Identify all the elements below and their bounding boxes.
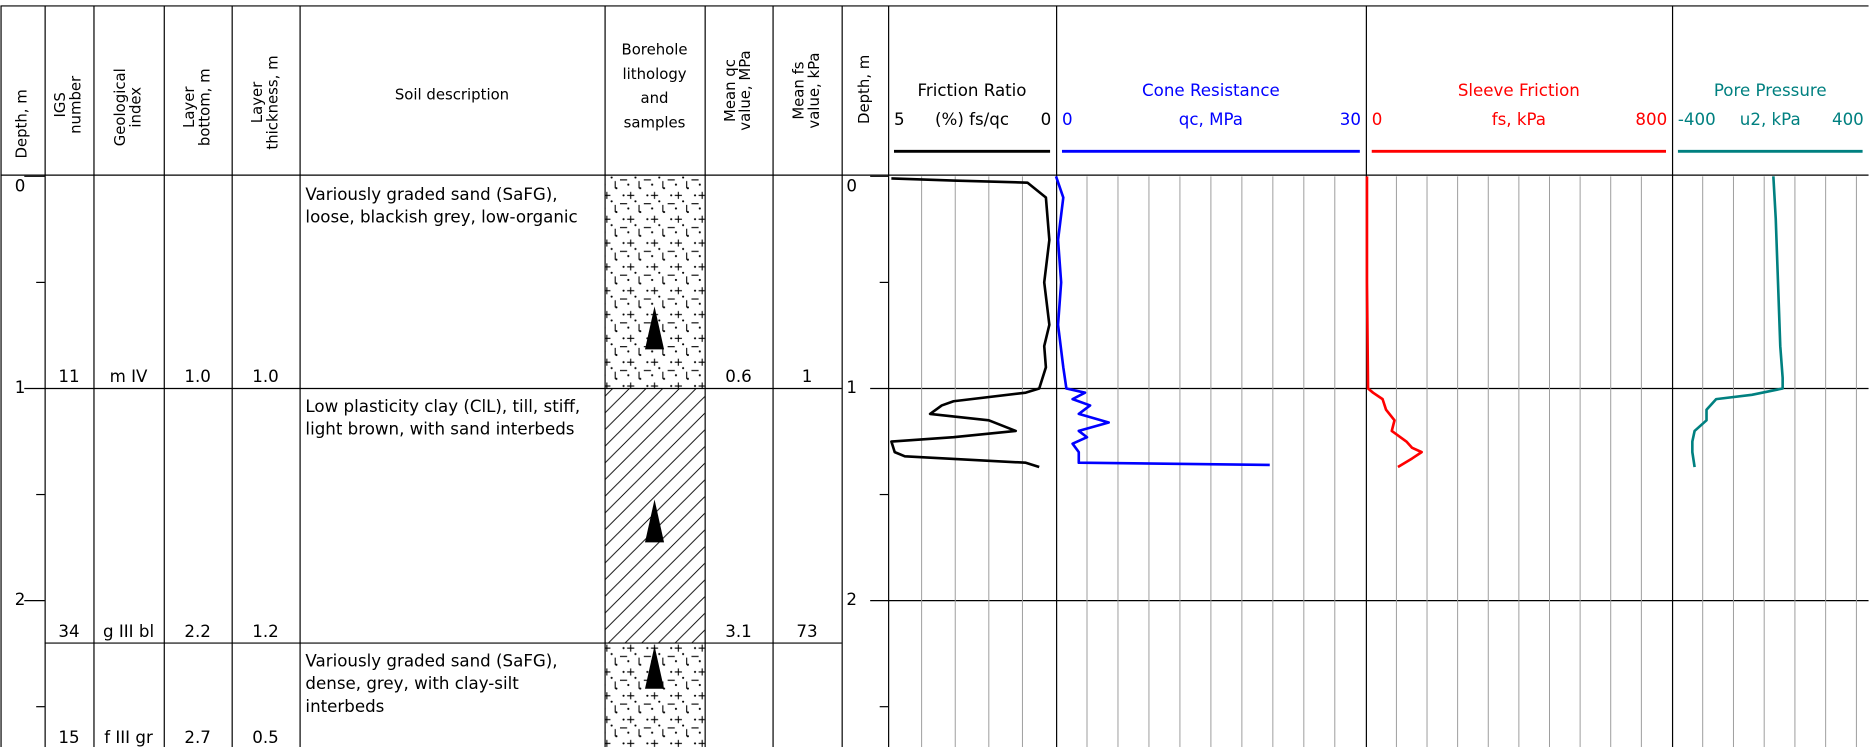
- column-header: Borehole: [621, 40, 687, 58]
- soil-description: Variously graded sand (SaFG),: [305, 652, 557, 671]
- column-header: Soil description: [395, 85, 509, 103]
- column-header: thickness, m: [263, 55, 281, 149]
- depth-label: 0: [846, 177, 857, 196]
- soil-description: Low plasticity clay (ClL), till, stiff,: [305, 397, 580, 416]
- table-cell: 73: [796, 622, 817, 641]
- column-header: Depth, m: [12, 89, 30, 158]
- column-header: Mean qc: [721, 59, 739, 122]
- table-cell: f III gr: [104, 728, 153, 747]
- column-header: lithology: [622, 65, 686, 83]
- axis-min-label: 0: [1372, 110, 1383, 129]
- table-cell: 3.1: [725, 622, 752, 641]
- lithology-fill: [604, 176, 705, 389]
- sample-marker: [644, 306, 665, 350]
- sample-marker: [644, 645, 665, 689]
- axis-label: (%) fs/qc: [935, 110, 1009, 129]
- panel-title: Sleeve Friction: [1458, 81, 1580, 100]
- axis-label: u2, kPa: [1740, 110, 1801, 129]
- axis-max-label: 0: [1041, 110, 1052, 129]
- axis-min-label: 5: [894, 110, 905, 129]
- column-header: samples: [624, 114, 686, 132]
- column-header: Depth, m: [855, 55, 873, 124]
- panel-title: Cone Resistance: [1142, 81, 1280, 100]
- depth-label: 2: [15, 590, 26, 609]
- axis-max-label: 800: [1635, 110, 1667, 129]
- cpt-curve: [1691, 176, 1784, 468]
- cpt-curve: [1365, 176, 1423, 469]
- column-header: and: [641, 89, 669, 107]
- table-cell: 2.7: [184, 728, 211, 747]
- panel-title: Friction Ratio: [918, 81, 1027, 100]
- table-cell: 2.2: [184, 622, 211, 641]
- table-cell: 34: [58, 622, 79, 641]
- column-header: Layer: [248, 81, 266, 123]
- sample-marker: [644, 499, 665, 543]
- table-cell: 0.6: [725, 367, 752, 386]
- curves: [644, 175, 1784, 689]
- column-header: IGS: [51, 92, 69, 117]
- table-cell: 1: [802, 367, 813, 386]
- depth-label: 1: [15, 378, 26, 397]
- axis-label: qc, MPa: [1179, 110, 1243, 129]
- axis-min-label: -400: [1678, 110, 1716, 129]
- depth-label: 1: [846, 378, 857, 397]
- table-cell: 0.5: [252, 728, 278, 747]
- axis-max-label: 30: [1340, 110, 1361, 129]
- column-header: Layer: [180, 86, 198, 128]
- column-header: number: [67, 75, 85, 134]
- soil-description: Variously graded sand (SaFG),: [305, 185, 557, 204]
- table-cell: 1.0: [252, 367, 278, 386]
- column-header: Mean fs: [789, 61, 807, 119]
- table-cell: 15: [58, 728, 79, 747]
- cpt-curve: [1054, 175, 1270, 467]
- depth-label: 0: [15, 177, 26, 196]
- table-cell: m IV: [110, 367, 148, 386]
- table-cell: g III bl: [103, 622, 154, 641]
- grid: [888, 176, 1869, 747]
- column-header: value, MPa: [736, 50, 754, 130]
- soil-description: dense, grey, with clay-silt: [305, 674, 519, 693]
- axis-max-label: 400: [1832, 110, 1864, 129]
- column-header: Geological: [111, 68, 129, 146]
- depth-label: 2: [846, 590, 857, 609]
- frame: [0, 5, 1869, 747]
- axis-min-label: 0: [1062, 110, 1073, 129]
- table-cell: 1.2: [252, 622, 278, 641]
- column-header: bottom, m: [195, 68, 213, 146]
- table-cell: 1.0: [184, 367, 211, 386]
- column-header: index: [126, 87, 144, 128]
- axis-label: fs, kPa: [1492, 110, 1546, 129]
- soil-description: light brown, with sand interbeds: [305, 420, 574, 439]
- table-cell: 11: [58, 367, 79, 386]
- soil-description: loose, blackish grey, low-organic: [305, 208, 577, 227]
- cpt-curve: [890, 177, 1051, 469]
- column-header: value, kPa: [805, 52, 823, 128]
- panel-title: Pore Pressure: [1714, 81, 1827, 100]
- soil-description: interbeds: [305, 697, 384, 716]
